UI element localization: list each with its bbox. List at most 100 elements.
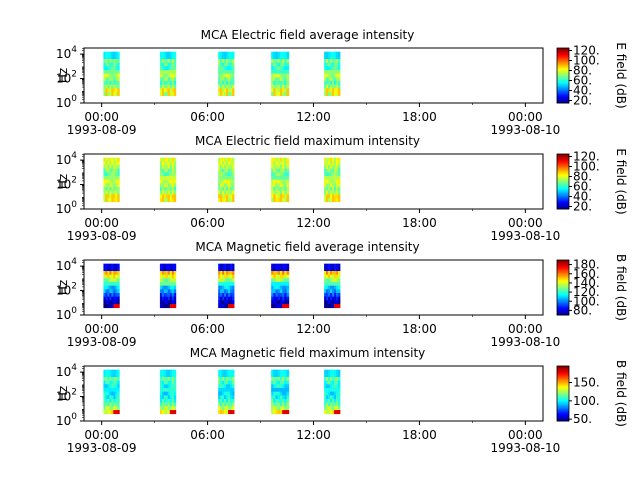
colorbar-segment bbox=[557, 203, 569, 206]
spectrogram-cell bbox=[224, 289, 227, 294]
spectrogram-cell bbox=[232, 161, 235, 166]
spectrogram-cell bbox=[226, 263, 229, 268]
spectrogram-cell bbox=[111, 92, 114, 97]
spectrogram-cell bbox=[273, 59, 276, 64]
spectrogram-cell bbox=[171, 406, 175, 411]
spectrogram-cell bbox=[173, 59, 177, 64]
spectrogram-cell bbox=[324, 300, 327, 305]
spectrogram-cell bbox=[324, 293, 327, 298]
spectrogram-cell bbox=[337, 267, 341, 272]
y-tick-base: 10 bbox=[56, 390, 71, 404]
spectrogram-cell bbox=[167, 274, 171, 279]
y-tick-exponent: 2 bbox=[71, 176, 77, 186]
spectrogram-cell bbox=[334, 59, 337, 64]
spectrogram-cell bbox=[163, 84, 167, 89]
spectrogram-cell bbox=[165, 168, 169, 173]
spectrogram-cell bbox=[337, 293, 341, 298]
spectrogram-cell bbox=[336, 190, 339, 195]
spectrogram-cell bbox=[163, 380, 167, 385]
spectrogram-cell bbox=[328, 73, 331, 78]
colorbar-segment bbox=[557, 180, 569, 182]
spectrogram-cell bbox=[117, 172, 120, 177]
spectrogram-cell bbox=[105, 77, 108, 82]
spectrogram-cell bbox=[279, 380, 283, 385]
spectrogram-cell bbox=[230, 388, 233, 393]
colorbar-segment bbox=[557, 60, 569, 63]
spectrogram-cell bbox=[224, 274, 227, 279]
spectrogram-cell bbox=[167, 296, 171, 301]
spectrogram-cell bbox=[218, 176, 221, 181]
spectrogram-cell bbox=[330, 84, 333, 89]
spectrogram-cell bbox=[284, 73, 287, 78]
spectrogram-cell bbox=[334, 92, 337, 97]
spectrogram-cell bbox=[105, 70, 108, 75]
colorbar-segment bbox=[557, 193, 569, 196]
spectrogram-cell bbox=[279, 391, 283, 396]
y-tick-base: 10 bbox=[56, 96, 71, 110]
spectrogram-cell bbox=[117, 88, 120, 93]
spectrogram-cell bbox=[173, 395, 177, 400]
spectrogram-cell bbox=[224, 406, 227, 411]
spectrogram-cell bbox=[230, 77, 233, 82]
spectrogram-cell bbox=[117, 377, 120, 382]
spectrogram-cell bbox=[105, 55, 108, 60]
spectrogram-cell bbox=[163, 66, 167, 71]
spectrogram-cell bbox=[105, 369, 108, 374]
spectrogram-cell bbox=[228, 194, 231, 199]
spectrogram-cell bbox=[286, 161, 290, 166]
spectrogram-cell bbox=[161, 62, 165, 67]
spectrogram-cell bbox=[337, 296, 341, 301]
spectrogram-cell bbox=[332, 282, 335, 287]
spectrogram-cell bbox=[275, 59, 279, 64]
spectrogram-cell bbox=[218, 77, 221, 82]
colorbar-segment bbox=[557, 75, 569, 78]
spectrogram-cell bbox=[336, 300, 339, 305]
spectrogram-cell bbox=[279, 84, 283, 89]
spectrogram-cell bbox=[271, 289, 274, 294]
spectrogram-cell bbox=[286, 300, 290, 305]
colorbar-segment bbox=[557, 169, 569, 171]
colorbar-segment bbox=[557, 366, 569, 368]
spectrogram-cell bbox=[224, 168, 227, 173]
spectrogram-cell bbox=[105, 304, 108, 309]
spectrogram-cell bbox=[273, 51, 276, 56]
spectrogram-cell bbox=[113, 198, 116, 203]
spectrogram-cell bbox=[109, 410, 112, 415]
spectrogram-cell bbox=[336, 402, 339, 407]
spectrogram-cell bbox=[169, 377, 173, 382]
spectrogram-cell bbox=[282, 70, 285, 75]
spectrogram-cell bbox=[275, 282, 279, 287]
spectrogram-cell bbox=[332, 81, 335, 86]
spectrogram-cell bbox=[224, 369, 227, 374]
spectrogram-cell bbox=[230, 165, 233, 170]
spectrogram-cell bbox=[228, 388, 231, 393]
spectrogram-cell bbox=[330, 391, 333, 396]
spectrogram-cell bbox=[115, 183, 118, 188]
spectrogram-cell bbox=[111, 282, 114, 287]
spectrogram-cell bbox=[111, 406, 114, 411]
spectrogram-cell bbox=[169, 77, 173, 82]
spectrogram-cell bbox=[230, 369, 233, 374]
spectrogram-cell bbox=[330, 373, 333, 378]
spectrogram-cell bbox=[163, 282, 167, 287]
spectrogram-cell bbox=[275, 391, 279, 396]
spectrogram-cell bbox=[107, 84, 110, 89]
x-tick-label: 06:00 bbox=[190, 216, 225, 230]
spectrogram-cell bbox=[228, 59, 231, 64]
spectrogram-cell bbox=[109, 194, 112, 199]
spectrogram-cell bbox=[330, 406, 333, 411]
spectrogram-cell bbox=[228, 399, 231, 404]
spectrogram-cell bbox=[226, 271, 229, 276]
spectrogram-cell bbox=[330, 388, 333, 393]
spectrogram-cell bbox=[277, 176, 281, 181]
spectrogram-cell bbox=[169, 187, 173, 192]
spectrogram-cell bbox=[328, 395, 331, 400]
spectrogram-cell bbox=[222, 278, 225, 283]
spectrogram-cell bbox=[171, 157, 175, 162]
spectrogram-cell bbox=[167, 369, 171, 374]
spectrogram-cell bbox=[161, 285, 165, 290]
spectrogram-cell bbox=[271, 62, 274, 67]
spectrogram-cell bbox=[277, 410, 281, 415]
spectrogram-cell bbox=[173, 293, 177, 298]
spectrogram-cell bbox=[167, 92, 171, 97]
